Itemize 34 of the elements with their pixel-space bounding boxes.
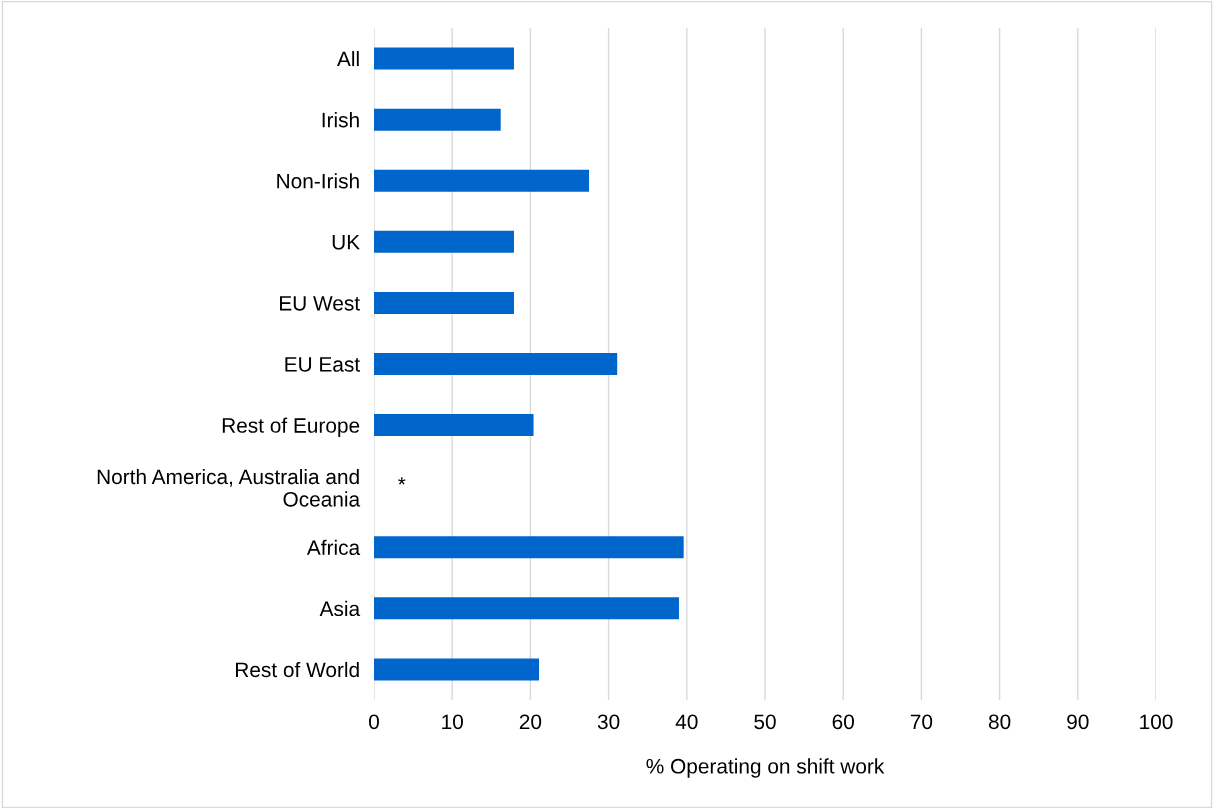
y-tick-label: EU East (285, 357, 360, 372)
y-tick-label: Asia (319, 600, 361, 617)
x-tick-label: 50 (754, 714, 776, 730)
x-tick-label: 40 (675, 714, 698, 730)
x-tick-label: 30 (597, 714, 620, 730)
bar (374, 353, 618, 375)
y-tick-label: North America, Australia and Oceania (97, 468, 361, 507)
y-tick-label: Africa (306, 539, 361, 556)
y-tick-label: All (337, 51, 359, 67)
y-tick-label: Irish (322, 112, 359, 128)
bar (374, 597, 679, 620)
y-tick-label: Non-Irish (277, 173, 359, 189)
y-tick-label: Rest of Europe (222, 417, 360, 437)
annotation: * (398, 477, 406, 485)
bar (374, 230, 514, 253)
bar (374, 658, 539, 681)
y-tick-label: Rest of World (236, 661, 359, 678)
x-tick-label: 90 (1067, 714, 1089, 730)
bar (374, 108, 501, 131)
bar (374, 536, 684, 559)
x-tick-label: 70 (910, 714, 933, 730)
x-tick-label: 20 (519, 714, 542, 730)
x-tick-label: 100 (1140, 714, 1173, 730)
x-tick-label: 60 (832, 714, 854, 730)
y-tick-label: EU West (280, 296, 360, 311)
x-tick-label: 10 (442, 714, 463, 730)
bar (374, 414, 534, 437)
bar (374, 169, 590, 192)
bar (374, 47, 514, 70)
x-tick-label: 80 (988, 714, 1011, 730)
x-tick-label: 0 (369, 714, 379, 730)
y-tick-label: UK (332, 235, 360, 250)
x-axis-title: % Operating on shift work (646, 758, 885, 778)
bar (374, 291, 514, 314)
